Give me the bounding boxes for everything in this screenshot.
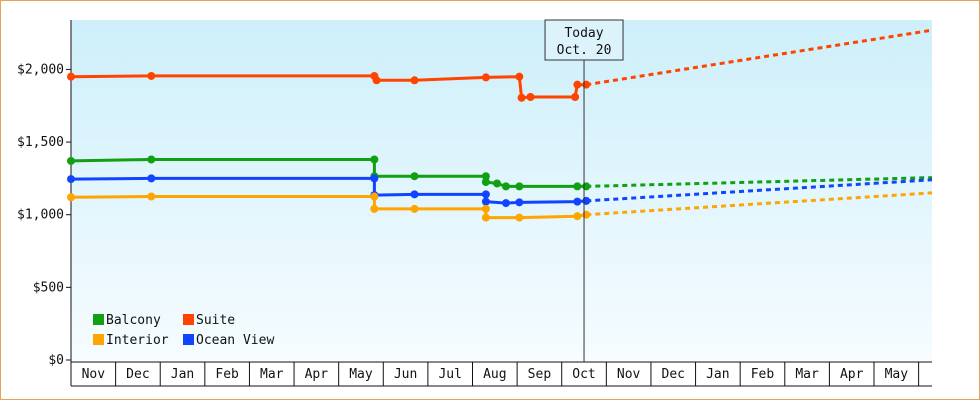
legend-swatch-balcony [93,314,104,325]
ocean-view-forecast-line [586,178,933,203]
interior-point [410,204,419,213]
month-label: Jul [438,367,461,382]
month-label: May [885,367,909,382]
interior-point [481,204,490,213]
balcony-point [515,182,524,191]
plot-background [71,20,932,360]
month-label: Aug [483,367,506,382]
month-label: Feb [215,367,239,382]
month-label: Mar [260,367,284,382]
suite-point [573,80,582,89]
legend-label-suite: Suite [196,313,235,328]
interior-point [481,213,490,222]
today-label: Today [564,26,603,41]
interior-point [147,192,156,201]
balcony-point [493,179,502,188]
balcony-point [410,172,419,181]
month-label: Apr [840,367,864,382]
ocean-view-point [67,175,75,184]
suite-forecast-line [586,28,933,87]
legend-label-interior: Interior [106,333,169,348]
balcony-point [582,182,591,191]
balcony-point [67,156,75,165]
balcony-point [481,178,490,187]
ocean-view-point [582,196,591,205]
month-label: Jan [706,367,729,382]
month-label: Sep [528,367,552,382]
balcony-point [370,155,379,164]
month-label: Oct [572,367,595,382]
month-label: Mar [795,367,819,382]
ocean-view-point [501,199,510,208]
suite-point [372,76,381,85]
legend-swatch-interior [93,334,104,345]
ocean-view-point [515,198,524,207]
suite-point [410,76,419,85]
interior-line [70,195,587,220]
legend-swatch-suite [183,314,194,325]
ocean-view-point [573,197,582,206]
interior-point [582,210,591,219]
interior-point [370,204,379,213]
balcony-point [147,155,156,164]
today-box [544,19,624,61]
month-label: Jun [394,367,417,382]
suite-point [582,80,591,89]
month-label: Dec [662,367,685,382]
month-label: Jan [171,367,194,382]
interior-point [67,193,75,202]
y-tick-label: $1,000 [17,208,64,223]
balcony-point [573,182,582,191]
month-label: Dec [126,367,149,382]
ocean-view-point [481,197,490,206]
interior-forecast-line [586,191,933,217]
today-date-label: Oct. 20 [557,43,612,58]
ocean-view-point [481,190,490,199]
suite-point [515,72,524,81]
balcony-point [481,172,490,181]
month-label: Feb [751,367,775,382]
month-label: Nov [617,367,641,382]
suite-point [517,93,526,102]
suite-point [571,93,580,102]
suite-point [526,93,535,102]
suite-point [481,73,490,82]
month-label: May [349,367,373,382]
y-tick-label: $2,000 [17,62,64,77]
interior-point [515,213,524,222]
legend-label-balcony: Balcony [106,313,161,328]
legend-label-ocean-view: Ocean View [196,333,274,348]
month-label: Nov [82,367,106,382]
balcony-forecast-line [586,176,933,188]
suite-point [67,72,75,81]
ocean-view-point [147,174,156,183]
month-label: Apr [305,367,329,382]
ocean-view-point [410,190,419,199]
y-tick-label: $0 [48,353,64,368]
suite-point [147,71,156,80]
interior-point [573,212,582,221]
legend-swatch-ocean-view [183,334,194,345]
y-tick-label: $500 [33,280,64,295]
y-tick-label: $1,500 [17,135,64,150]
interior-point [370,192,379,201]
ocean-view-point [370,174,379,183]
balcony-point [501,182,510,191]
